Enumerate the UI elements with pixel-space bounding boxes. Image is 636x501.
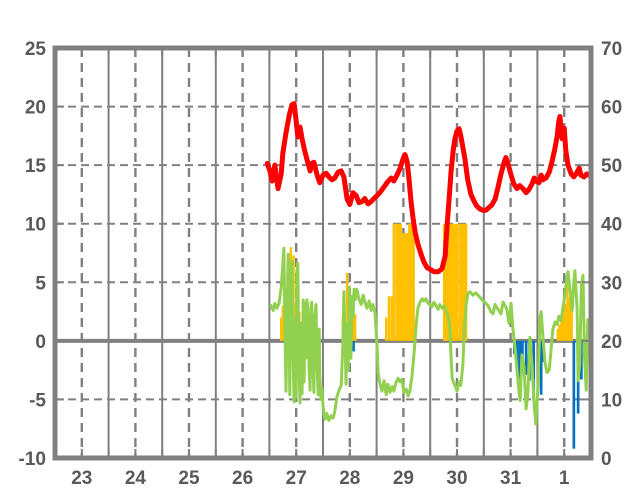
orange-bars-bar <box>455 223 459 341</box>
orange-bars-bar <box>564 304 567 341</box>
right-axis-label: 60 <box>601 98 622 119</box>
snow-depth-red-line <box>264 101 593 275</box>
blue-bars-bar <box>524 340 528 375</box>
orange-bars-bar <box>410 223 413 341</box>
orange-bars-bar <box>397 223 400 341</box>
right-axis-label: 0 <box>601 449 612 470</box>
blue-bars-bar <box>539 340 543 395</box>
orange-bars-bar <box>403 233 407 341</box>
x-axis-label: 26 <box>232 468 253 489</box>
orange-bars-bar <box>395 223 398 341</box>
orange-bars-bar <box>570 305 573 341</box>
orange-bars-bar <box>392 223 395 341</box>
orange-bars-bar <box>449 223 452 341</box>
orange-bars-bar <box>445 223 448 341</box>
orange-bars-bar <box>353 313 357 341</box>
blue-bars-bar <box>521 340 524 365</box>
orange-bars-bar <box>458 223 461 341</box>
orange-bars-bar <box>566 282 569 341</box>
blue-bars-bar <box>352 340 355 352</box>
x-axis-label: 31 <box>500 468 522 489</box>
left-axis-label: -10 <box>19 449 46 470</box>
orange-bars-bar <box>558 324 561 341</box>
left-axis-label: 15 <box>25 156 47 177</box>
x-axis-label: 1 <box>559 468 570 489</box>
x-axis-label: 24 <box>125 468 147 489</box>
orange-bars-bar <box>453 223 457 341</box>
left-axis-label: 20 <box>25 98 46 119</box>
green-line <box>269 246 592 426</box>
orange-bars-bar <box>442 223 446 341</box>
right-axis-label: 10 <box>601 390 622 411</box>
left-axis-label: 0 <box>35 332 46 353</box>
orange-bars-bar <box>281 305 285 341</box>
orange-bars-bar <box>447 223 450 341</box>
orange-bars-bar <box>387 296 391 341</box>
orange-bars-bar <box>568 297 571 341</box>
x-axis-label: 23 <box>71 468 92 489</box>
blue-bars-bar <box>580 340 583 380</box>
left-axis-label: 25 <box>25 39 47 60</box>
orange-bars-bar <box>451 223 454 341</box>
orange-bars-bar <box>351 311 355 341</box>
orange-bars-bar <box>460 223 464 341</box>
left-axis-label: 5 <box>35 273 46 294</box>
orange-bars-bar <box>390 296 393 341</box>
orange-bars-bar <box>462 223 466 341</box>
right-axis-label: 30 <box>601 273 622 294</box>
orange-bars-bar <box>408 223 411 341</box>
right-axis-label: 20 <box>601 332 622 353</box>
orange-bars-bar <box>464 223 468 341</box>
left-axis-label: 10 <box>25 215 46 236</box>
orange-bars-bar <box>560 319 563 341</box>
orange-bars-bar <box>405 233 409 341</box>
x-axis-label: 27 <box>286 468 307 489</box>
orange-bars-bar <box>401 233 405 341</box>
blue-bars-bar <box>572 340 576 449</box>
orange-bars-bar <box>345 272 349 341</box>
left-axis-label: -5 <box>29 390 46 411</box>
x-axis-label: 25 <box>178 468 200 489</box>
orange-bars-bar <box>562 312 565 341</box>
x-axis-label: 29 <box>393 468 414 489</box>
blue-bars-bar <box>518 340 522 392</box>
orange-bars-bar <box>385 317 388 341</box>
x-axis-label: 30 <box>446 468 467 489</box>
right-axis-label: 70 <box>601 39 622 60</box>
orange-bars-bar <box>279 317 283 341</box>
plot-border <box>52 45 594 461</box>
orange-bars-bar <box>556 329 559 341</box>
right-axis-label: 40 <box>601 215 622 236</box>
orange-bars-bar <box>399 223 402 341</box>
right-axis-label: 50 <box>601 156 622 177</box>
x-axis-label: 28 <box>339 468 360 489</box>
orange-bars-bar <box>412 223 415 341</box>
